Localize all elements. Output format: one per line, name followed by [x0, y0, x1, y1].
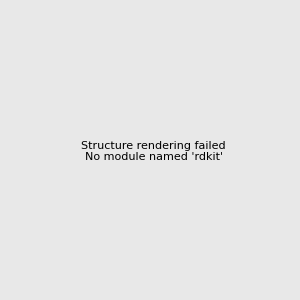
Text: Structure rendering failed
No module named 'rdkit': Structure rendering failed No module nam… — [81, 141, 226, 162]
